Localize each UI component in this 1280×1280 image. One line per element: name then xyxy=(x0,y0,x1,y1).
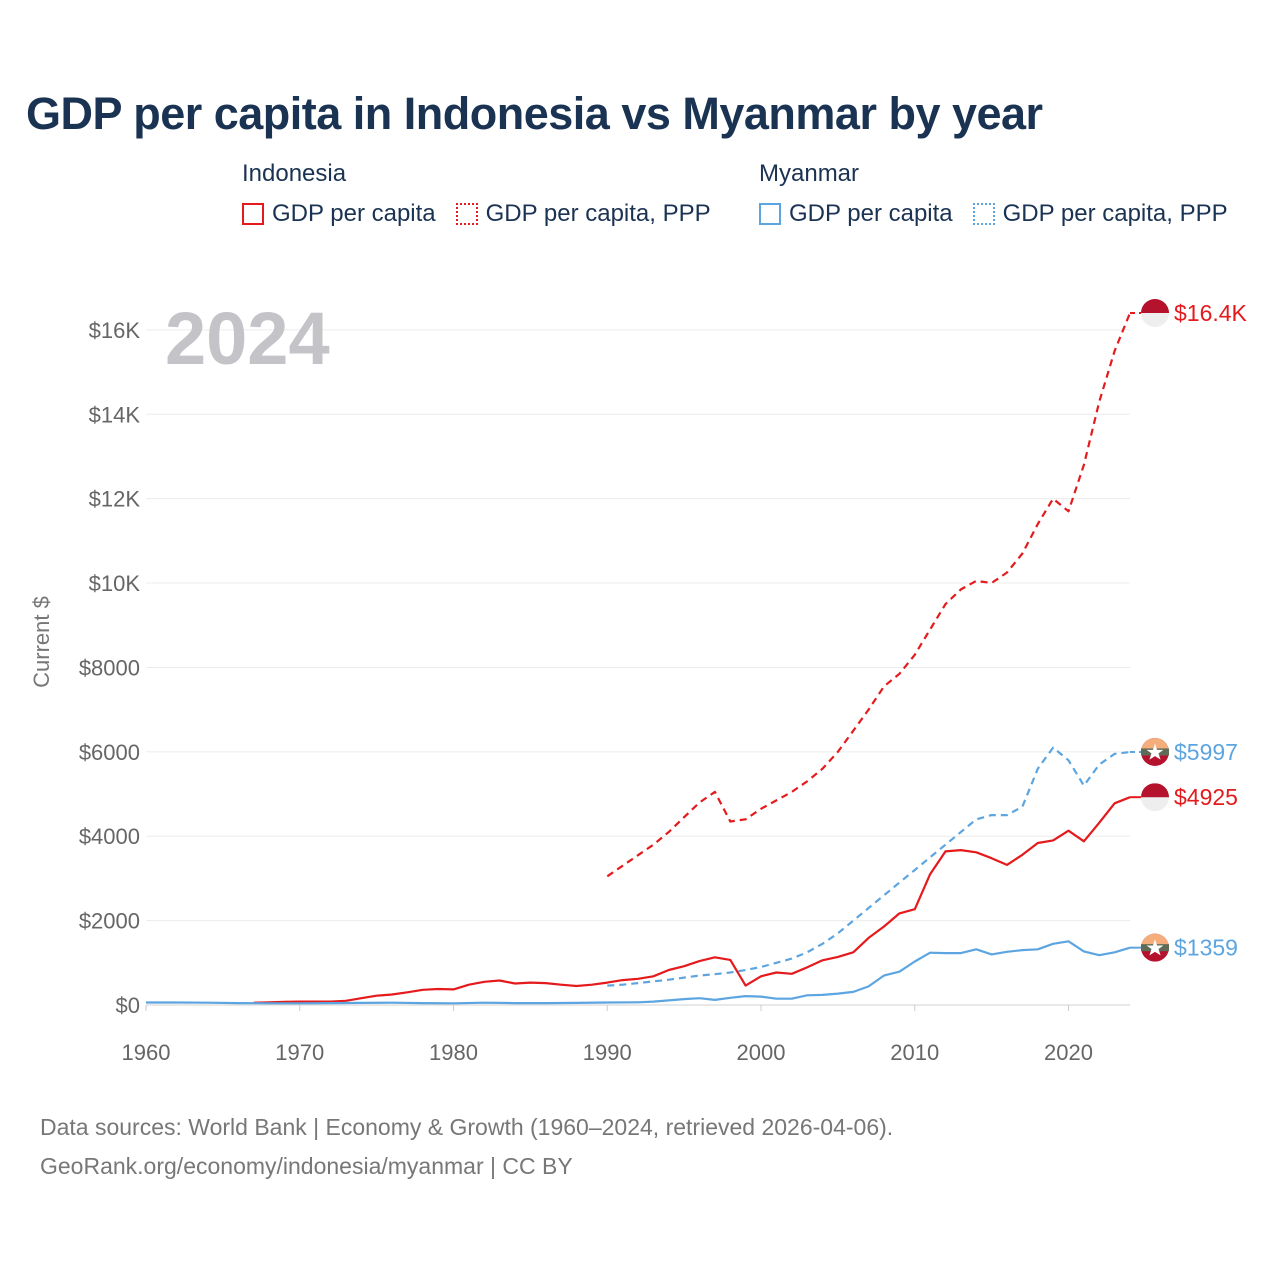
grid-layer xyxy=(146,329,1130,1006)
legend-item-label: GDP per capita xyxy=(789,200,953,227)
series-end-label: $1359 xyxy=(1174,935,1238,961)
y-tick-label: $4000 xyxy=(79,824,140,849)
series-line-1 xyxy=(606,312,1132,878)
series-line-3 xyxy=(607,746,1131,987)
data-sources: Data sources: World Bank | Economy & Gro… xyxy=(40,1108,893,1186)
y-tick-label: $10K xyxy=(89,571,141,596)
legend-item-label: GDP per capita, PPP xyxy=(485,200,711,227)
x-tick-label: 1990 xyxy=(583,1040,632,1065)
y-tick-label: $8000 xyxy=(79,655,140,680)
y-tick-label: $6000 xyxy=(79,740,140,765)
series-end-label: $4925 xyxy=(1174,784,1238,810)
legend-item-myanmar-gdp[interactable]: GDP per capita xyxy=(759,200,953,228)
legend-item-label: GDP per capita, PPP xyxy=(1002,200,1228,227)
y-tick-label: $12K xyxy=(89,487,141,512)
legend-swatch-dotted xyxy=(972,203,995,225)
legend-swatch-solid xyxy=(242,203,264,225)
end-markers-layer: $4925 $16.4K $1359 $5997 xyxy=(1141,299,1248,962)
legend-swatch-solid xyxy=(759,203,781,225)
series-line-0 xyxy=(253,796,1131,1004)
myanmar-flag-icon xyxy=(1141,933,1169,962)
y-axis-label: Current $ xyxy=(29,596,54,688)
indonesia-flag-icon xyxy=(1141,783,1169,812)
axis-layer: $0 $2000 $4000 $6000 $8000 $10K $12K $14K $16K 19… xyxy=(79,318,1093,1065)
legend-group-name: Myanmar xyxy=(759,160,860,187)
series-line-2 xyxy=(146,940,1131,1005)
y-tick-label: $16K xyxy=(89,318,141,343)
sources-line-2: GeoRank.org/economy/indonesia/myanmar | … xyxy=(40,1153,573,1179)
x-tick-label: 1960 xyxy=(122,1040,171,1065)
myanmar-flag-icon xyxy=(1141,737,1169,766)
series-end-label: $16.4K xyxy=(1174,300,1248,326)
chart-title: GDP per capita in Indonesia vs Myanmar b… xyxy=(26,88,1043,139)
x-tick-label: 2020 xyxy=(1044,1040,1093,1065)
year-label: 2024 xyxy=(165,297,330,380)
legend-item-indonesia-gdp[interactable]: GDP per capita xyxy=(242,200,436,228)
legend-item-indonesia-gdp-ppp[interactable]: GDP per capita, PPP xyxy=(455,200,711,228)
legend-group-name: Indonesia xyxy=(242,160,347,187)
sources-line-1: Data sources: World Bank | Economy & Gro… xyxy=(40,1114,894,1140)
x-tick-label: 2010 xyxy=(890,1040,939,1065)
series-layer xyxy=(146,312,1141,1005)
legend-swatch-dotted xyxy=(455,203,478,225)
y-tick-label: $0 xyxy=(116,993,140,1018)
legend-group-indonesia: Indonesia GDP per capita GDP per capita,… xyxy=(242,160,711,228)
x-tick-label: 1970 xyxy=(275,1040,324,1065)
x-tick-label: 1980 xyxy=(429,1040,478,1065)
legend-group-myanmar: Myanmar GDP per capita GDP per capita, P… xyxy=(759,160,1228,228)
series-end-label: $5997 xyxy=(1174,739,1238,765)
y-tick-label: $2000 xyxy=(79,909,140,934)
legend-item-myanmar-gdp-ppp[interactable]: GDP per capita, PPP xyxy=(972,200,1228,228)
legend-item-label: GDP per capita xyxy=(272,200,436,227)
indonesia-flag-icon xyxy=(1141,299,1169,327)
x-tick-label: 2000 xyxy=(737,1040,786,1065)
y-tick-label: $14K xyxy=(89,402,141,427)
